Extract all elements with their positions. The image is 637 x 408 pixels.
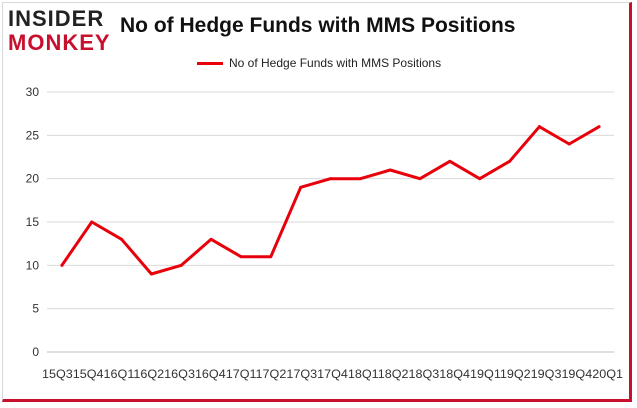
data-point-17Q3 [299,185,303,189]
logo-line-2: MONKEY [8,30,111,55]
y-axis-ticks: 0 5 10 15 20 25 30 [26,85,40,359]
y-tick-label: 25 [26,128,40,142]
data-point-18Q2 [388,168,392,172]
gridlines [47,91,614,310]
chart-frame [2,2,632,402]
data-point-15Q4 [90,220,94,224]
y-tick-label: 10 [26,258,40,272]
data-point-19Q2 [508,159,512,163]
y-tick-label: 15 [26,215,40,229]
data-point-20Q1 [597,125,601,129]
y-tick-label: 0 [32,345,39,359]
data-point-16Q1 [120,237,124,241]
y-tick-label: 30 [26,85,40,99]
legend-swatch [197,62,223,65]
data-point-19Q1 [478,177,482,181]
data-point-16Q2 [149,272,153,276]
data-point-16Q3 [179,263,183,267]
data-point-19Q4 [567,142,571,146]
series-line-mms-positions [60,125,600,276]
data-point-18Q1 [358,177,362,181]
data-point-18Q4 [448,159,452,163]
y-tick-label: 20 [26,172,40,186]
insider-monkey-logo: INSIDER MONKEY [8,6,118,56]
x-axis-tick-labels: 15Q315Q416Q116Q216Q316Q417Q117Q217Q317Q4… [42,367,623,381]
logo-line-1: INSIDER [8,6,105,31]
data-points [60,125,601,276]
data-point-19Q3 [537,125,541,129]
y-tick-label: 5 [32,302,39,316]
chart-title: No of Hedge Funds with MMS Positions [120,14,516,37]
data-point-15Q3 [60,263,64,267]
data-point-17Q2 [269,255,273,259]
data-point-16Q4 [209,237,213,241]
legend-label: No of Hedge Funds with MMS Positions [229,56,442,70]
data-point-17Q1 [239,255,243,259]
data-point-18Q3 [418,177,422,181]
data-point-17Q4 [329,177,332,181]
